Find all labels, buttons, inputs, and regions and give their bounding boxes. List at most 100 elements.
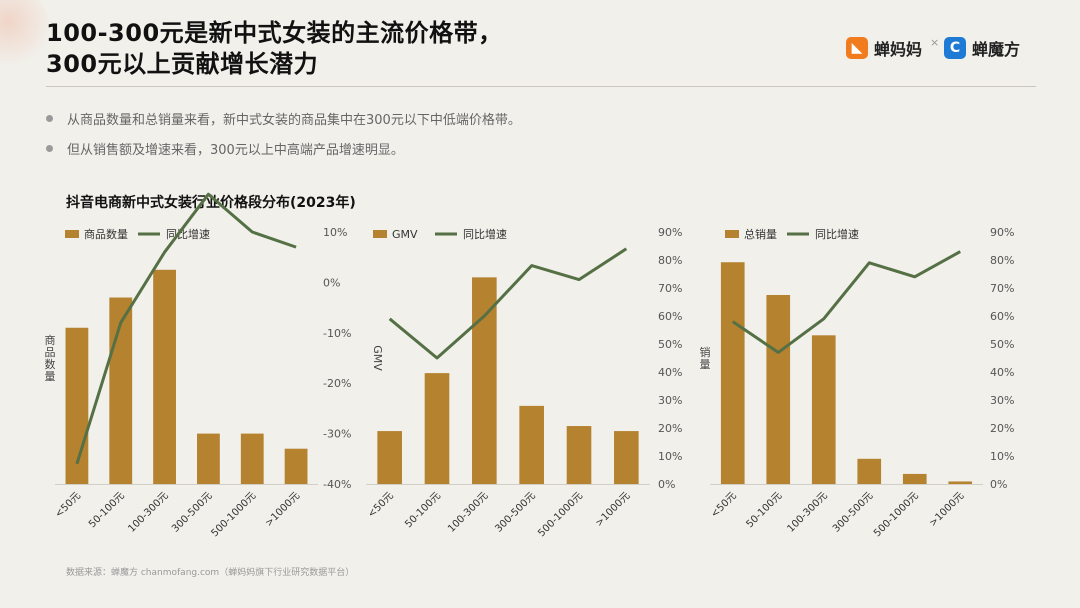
right-tick-label: 20% (658, 422, 682, 435)
right-tick-label: -40% (323, 478, 351, 491)
x-tick-label: 100-300元 (785, 490, 829, 534)
bar (811, 335, 836, 484)
growth-line (388, 247, 628, 360)
growth-line (731, 250, 961, 354)
legend-line-label: 同比增速 (463, 227, 507, 241)
right-tick-label: 0% (658, 478, 675, 491)
bar (472, 277, 497, 484)
x-tick-label: 50-100元 (744, 490, 784, 530)
title-line-2: 300元以上贡献增长潜力 (46, 50, 319, 78)
right-tick-label: 50% (658, 338, 682, 351)
bar (197, 433, 220, 484)
right-tick-label: 40% (658, 366, 682, 379)
right-tick-label: -20% (323, 377, 351, 390)
bullet-dot-icon (46, 144, 53, 152)
right-tick-label: 80% (990, 254, 1014, 267)
legend-line-label: 同比增速 (166, 227, 210, 241)
x-tick-label: 300-500元 (831, 490, 875, 534)
legend-bar-swatch (373, 230, 387, 238)
bar (766, 295, 791, 484)
x-tick-label: >1000元 (263, 490, 302, 529)
x-tick-label: <50元 (366, 490, 396, 520)
chanmofang-logo-text: 蝉魔方 (972, 40, 1021, 59)
x-tick-label: <50元 (709, 490, 739, 520)
bullet-text: 从商品数量和总销量来看，新中式女装的商品集中在300元以下中低端价格带。 (67, 112, 521, 128)
x-tick-label: 300-500元 (493, 490, 537, 534)
legend-bar-label: GMV (392, 228, 418, 241)
chart-title: 抖音电商新中式女装行业价格段分布(2023年) (66, 195, 356, 211)
y-axis-label-char: 数 (45, 358, 56, 371)
x-tick-label: 100-300元 (126, 490, 170, 534)
x-tick-label: >1000元 (928, 490, 967, 529)
title-line-1: 100-300元是新中式女装的主流价格带， (46, 19, 503, 47)
bar (153, 269, 176, 484)
bar (948, 481, 973, 484)
y-axis-label-char: 销 (700, 345, 711, 359)
x-tick-label: 500-1000元 (209, 490, 258, 539)
legend-bar-swatch (725, 230, 739, 238)
right-tick-label: 0% (990, 478, 1007, 491)
y-axis-label-char: 量 (700, 358, 711, 371)
right-tick-label: 10% (658, 450, 682, 463)
right-tick-label: 10% (323, 226, 347, 239)
chanmama-logo-icon: ◣ (846, 37, 868, 59)
right-tick-label: 60% (658, 310, 682, 323)
data-source: 数据来源：蝉魔方 chanmofang.com（蝉妈妈旗下行业研究数据平台） (66, 568, 355, 578)
x-tick-label: 500-1000元 (536, 490, 585, 539)
x-tick-label: 300-500元 (170, 490, 214, 534)
bar (424, 373, 450, 484)
bar (614, 431, 639, 484)
x-tick-label: <50元 (53, 490, 83, 520)
bar (377, 431, 402, 484)
bullet-text: 但从销售额及增速来看，300元以上中高端产品增速明显。 (67, 142, 404, 158)
right-tick-label: 30% (990, 394, 1014, 407)
bar (519, 405, 544, 484)
bar (902, 473, 927, 484)
right-tick-label: -10% (323, 327, 351, 340)
bar (240, 433, 264, 484)
right-tick-label: 90% (990, 226, 1014, 239)
bullet-item: 从商品数量和总销量来看，新中式女装的商品集中在300元以下中低端价格带。 (46, 103, 521, 133)
right-tick-label: 90% (658, 226, 682, 239)
title-divider (46, 86, 1036, 87)
right-tick-label: 30% (658, 394, 682, 407)
right-tick-label: 60% (990, 310, 1014, 323)
right-tick-label: 10% (990, 450, 1014, 463)
legend-line-label: 同比增速 (815, 227, 859, 241)
bar (857, 458, 882, 484)
right-tick-label: 20% (990, 422, 1014, 435)
right-tick-label: 70% (658, 282, 682, 295)
x-tick-label: 50-100元 (403, 490, 443, 530)
logo-separator: × (930, 36, 940, 49)
page-title: 100-300元是新中式女装的主流价格带， 300元以上贡献增长潜力 (46, 18, 503, 80)
right-tick-label: 80% (658, 254, 682, 267)
right-tick-label: 40% (990, 366, 1014, 379)
legend-bar-label: 总销量 (744, 227, 777, 241)
right-tick-label: 0% (323, 276, 340, 289)
bullet-item: 但从销售额及增速来看，300元以上中高端产品增速明显。 (46, 133, 521, 163)
chanmama-logo: ◣ 蝉妈妈 (846, 36, 922, 60)
legend-bar-swatch (65, 230, 79, 238)
right-tick-label: 50% (990, 338, 1014, 351)
y-axis-label-char: 量 (45, 370, 56, 383)
x-tick-label: 50-100元 (87, 490, 127, 530)
y-axis-label-char: 商 (45, 333, 56, 347)
bullet-dot-icon (46, 114, 53, 122)
x-tick-label: 500-1000元 (872, 490, 921, 539)
chanmofang-logo-icon: C (944, 37, 966, 59)
bullet-list: 从商品数量和总销量来看，新中式女装的商品集中在300元以下中低端价格带。 但从销… (46, 103, 521, 163)
legend-bar-label: 商品数量 (84, 227, 128, 241)
y-axis-label: GMV (371, 345, 384, 371)
growth-line (75, 192, 297, 465)
x-tick-label: 100-300元 (446, 490, 490, 534)
y-axis-label-char: 品 (45, 346, 56, 359)
right-tick-label: -30% (323, 428, 351, 441)
right-tick-label: 70% (990, 282, 1014, 295)
bar (566, 426, 592, 484)
x-tick-label: >1000元 (594, 490, 633, 529)
chanmofang-logo: C 蝉魔方 (944, 36, 1020, 60)
chanmama-logo-text: 蝉妈妈 (874, 40, 923, 59)
bar (284, 448, 308, 484)
bar (720, 262, 745, 484)
